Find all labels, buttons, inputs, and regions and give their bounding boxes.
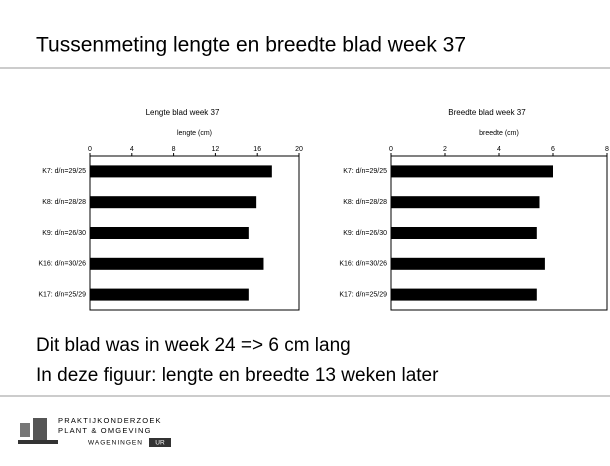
- x-axis-label: breedte (cm): [479, 130, 519, 137]
- chart-title: Breedte blad week 37: [448, 108, 526, 117]
- logo-badge: [149, 438, 171, 447]
- logo-badge-text: UR: [155, 440, 165, 447]
- y-tick-label: K16: d/n=30/26: [339, 261, 387, 268]
- logo-block: [20, 423, 30, 437]
- bar: [90, 257, 264, 270]
- logo-text: WAGENINGEN: [88, 440, 143, 447]
- body-line: Dit blad was in week 24 => 6 cm lang: [36, 335, 351, 356]
- y-tick-label: K16: d/n=30/26: [38, 261, 86, 268]
- x-tick-label: 8: [605, 146, 609, 153]
- bar: [391, 165, 553, 178]
- bar: [90, 288, 249, 301]
- y-tick-label: K9: d/n=26/30: [343, 230, 387, 237]
- y-tick-label: K8: d/n=28/28: [343, 199, 387, 206]
- x-tick-label: 8: [172, 146, 176, 153]
- logo-base: [18, 440, 58, 444]
- y-tick-label: K8: d/n=28/28: [42, 199, 86, 206]
- bar: [391, 257, 545, 270]
- x-tick-label: 4: [130, 146, 134, 153]
- y-tick-label: K17: d/n=25/29: [38, 291, 86, 298]
- logo-block: [33, 418, 47, 440]
- x-tick-label: 0: [389, 146, 393, 153]
- y-tick-label: K7: d/n=29/25: [42, 168, 86, 175]
- bar: [90, 165, 272, 178]
- x-tick-label: 20: [295, 146, 303, 153]
- logo-text: PRAKTIJKONDERZOEK: [58, 416, 162, 425]
- slide-title: Tussenmeting lengte en breedte blad week…: [36, 34, 466, 57]
- bar: [391, 227, 537, 239]
- x-axis-label: lengte (cm): [177, 130, 212, 137]
- bar: [90, 196, 257, 209]
- bar: [391, 288, 537, 301]
- x-tick-label: 12: [212, 146, 220, 153]
- x-tick-label: 6: [551, 146, 555, 153]
- logo: PRAKTIJKONDERZOEK PLANT & OMGEVING WAGEN…: [18, 416, 171, 447]
- x-tick-label: 4: [497, 146, 501, 153]
- chart-title: Lengte blad week 37: [146, 108, 220, 117]
- y-tick-label: K7: d/n=29/25: [343, 168, 387, 175]
- bar: [90, 227, 249, 239]
- x-tick-label: 2: [443, 146, 447, 153]
- logo-text: PLANT & OMGEVING: [58, 426, 152, 435]
- x-tick-label: 16: [253, 146, 261, 153]
- x-tick-label: 0: [88, 146, 92, 153]
- bar: [391, 196, 540, 209]
- body-line: In deze figuur: lengte en breedte 13 wek…: [36, 365, 439, 386]
- y-tick-label: K9: d/n=26/30: [42, 230, 86, 237]
- y-tick-label: K17: d/n=25/29: [339, 291, 387, 298]
